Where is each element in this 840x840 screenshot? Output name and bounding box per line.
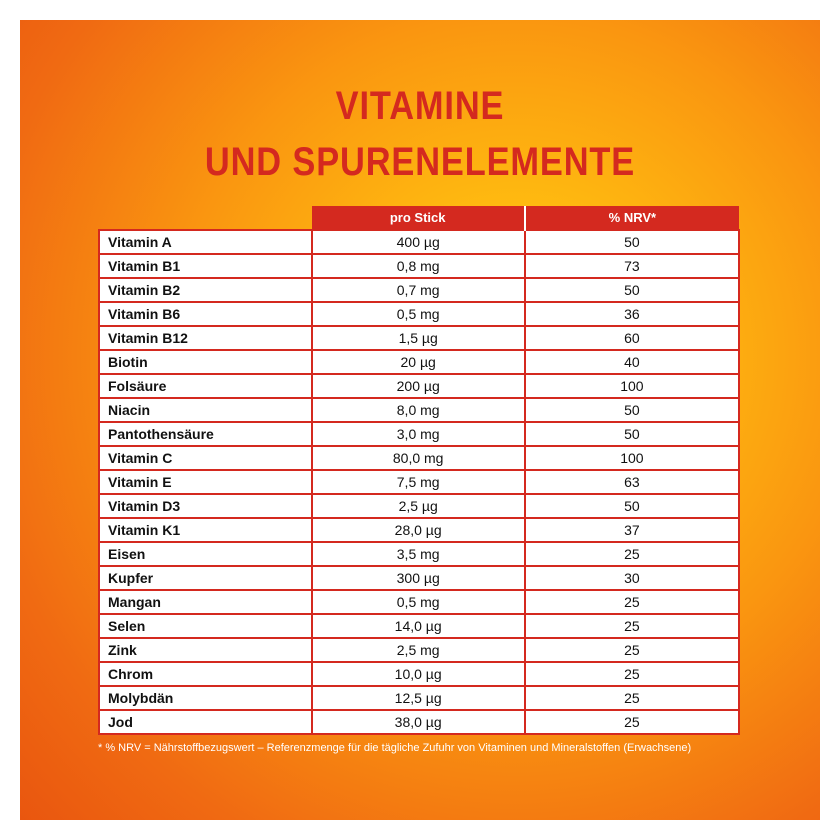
table-row: Vitamin C 80,0 mg 100 [98,445,741,471]
nutrient-name: Kupfer [98,565,313,591]
footnote: * % NRV = Nährstoffbezugswert – Referenz… [98,742,692,754]
amount-per-stick: 0,8 mg [310,253,526,279]
header-name [99,206,312,230]
nutrient-name: Selen [98,613,313,639]
amount-per-stick: 3,5 mg [310,541,526,567]
amount-per-stick: 14,0 µg [310,613,526,639]
nrv-percent: 50 [523,493,741,519]
table-row: Vitamin K1 28,0 µg 37 [98,517,741,543]
amount-per-stick: 7,5 mg [310,469,526,495]
nrv-percent: 73 [523,253,741,279]
amount-per-stick: 10,0 µg [310,661,526,687]
nutrient-name: Chrom [98,661,313,687]
amount-per-stick: 2,5 µg [310,493,526,519]
nutrient-table: pro Stick % NRV* Vitamin A 400 µg 50 Vitami… [98,206,741,735]
table-row: Chrom 10,0 µg 25 [98,661,741,687]
nutrient-name: Vitamin K1 [98,517,313,543]
nrv-percent: 63 [523,469,741,495]
infographic-panel: VITAMINE UND SPURENELEMENTE pro Stick % … [20,20,820,820]
nutrient-name: Vitamin D3 [98,493,313,519]
table-row: Selen 14,0 µg 25 [98,613,741,639]
nutrient-name: Vitamin B6 [98,301,313,327]
nrv-percent: 36 [523,301,741,327]
table-row: Eisen 3,5 mg 25 [98,541,741,567]
nutrient-name: Vitamin A [98,229,313,255]
table-row: Vitamin A 400 µg 50 [98,229,741,255]
nrv-percent: 50 [523,397,741,423]
nrv-percent: 25 [523,589,741,615]
amount-per-stick: 400 µg [310,229,526,255]
table-row: Vitamin D3 2,5 µg 50 [98,493,741,519]
nrv-percent: 25 [523,613,741,639]
amount-per-stick: 0,7 mg [310,277,526,303]
nrv-percent: 50 [523,277,741,303]
amount-per-stick: 28,0 µg [310,517,526,543]
nrv-percent: 100 [523,445,741,471]
nutrient-name: Vitamin E [98,469,313,495]
amount-per-stick: 300 µg [310,565,526,591]
nrv-percent: 40 [523,349,741,375]
nrv-percent: 50 [523,229,741,255]
nutrient-name: Vitamin B1 [98,253,313,279]
nutrient-name: Vitamin C [98,445,313,471]
nrv-percent: 25 [523,685,741,711]
amount-per-stick: 0,5 mg [310,589,526,615]
table-row: Molybdän 12,5 µg 25 [98,685,741,711]
table-row: Folsäure 200 µg 100 [98,373,741,399]
nrv-percent: 25 [523,709,741,735]
nrv-percent: 60 [523,325,741,351]
nutrient-name: Mangan [98,589,313,615]
nrv-percent: 25 [523,541,741,567]
nutrient-name: Eisen [98,541,313,567]
table-body: Vitamin A 400 µg 50 Vitamin B1 0,8 mg 73 Vitam… [98,229,741,735]
amount-per-stick: 12,5 µg [310,685,526,711]
nrv-percent: 50 [523,421,741,447]
nutrient-name: Niacin [98,397,313,423]
nrv-percent: 30 [523,565,741,591]
nutrient-name: Zink [98,637,313,663]
amount-per-stick: 38,0 µg [310,709,526,735]
title-line-1: VITAMINE [335,84,505,128]
nutrient-name: Pantothensäure [98,421,313,447]
table-row: Biotin 20 µg 40 [98,349,741,375]
nutrient-name: Folsäure [98,373,313,399]
nrv-percent: 25 [523,637,741,663]
amount-per-stick: 3,0 mg [310,421,526,447]
table-row: Jod 38,0 µg 25 [98,709,741,735]
nrv-percent: 100 [523,373,741,399]
table-row: Pantothensäure 3,0 mg 50 [98,421,741,447]
nutrient-name: Vitamin B12 [98,325,313,351]
amount-per-stick: 0,5 mg [310,301,526,327]
header-amount: pro Stick [311,206,526,230]
header-nrv: % NRV* [524,206,739,230]
nrv-percent: 25 [523,661,741,687]
amount-per-stick: 2,5 mg [310,637,526,663]
title-line-2: UND SPURENELEMENTE [204,140,636,184]
table-row: Vitamin B6 0,5 mg 36 [98,301,741,327]
table-row: Mangan 0,5 mg 25 [98,589,741,615]
table-row: Vitamin B12 1,5 µg 60 [98,325,741,351]
nrv-percent: 37 [523,517,741,543]
table-row: Zink 2,5 mg 25 [98,637,741,663]
nutrient-name: Molybdän [98,685,313,711]
amount-per-stick: 8,0 mg [310,397,526,423]
table-row: Kupfer 300 µg 30 [98,565,741,591]
amount-per-stick: 20 µg [310,349,526,375]
nutrient-name: Jod [98,709,313,735]
table-row: Vitamin B1 0,8 mg 73 [98,253,741,279]
table-header: pro Stick % NRV* [99,206,739,230]
amount-per-stick: 200 µg [310,373,526,399]
nutrient-name: Biotin [98,349,313,375]
table-row: Niacin 8,0 mg 50 [98,397,741,423]
table-row: Vitamin E 7,5 mg 63 [98,469,741,495]
amount-per-stick: 80,0 mg [310,445,526,471]
nutrient-name: Vitamin B2 [98,277,313,303]
table-row: Vitamin B2 0,7 mg 50 [98,277,741,303]
amount-per-stick: 1,5 µg [310,325,526,351]
